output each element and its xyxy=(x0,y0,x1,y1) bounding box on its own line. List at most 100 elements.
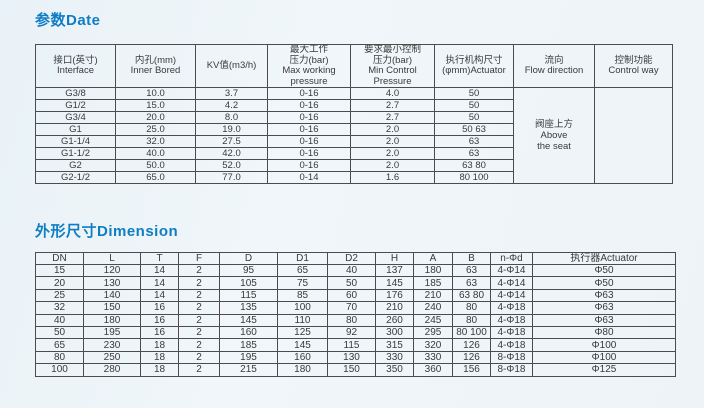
table-cell: 4-Φ14 xyxy=(490,276,533,290)
table-cell: 280 xyxy=(83,363,141,377)
table-cell: 85 xyxy=(277,288,328,303)
table-cell: 3.7 xyxy=(195,87,268,100)
table-cell: G2-1/2 xyxy=(35,171,116,184)
table-cell: 63 xyxy=(452,263,491,278)
table-cell: 2.7 xyxy=(350,111,435,124)
table-cell: 300 xyxy=(375,325,414,340)
table-cell: 77.0 xyxy=(195,171,268,184)
table-cell: 115 xyxy=(327,338,376,352)
table-cell: 180 xyxy=(83,313,141,327)
table-cell: 18 xyxy=(140,363,179,377)
table-cell: 25.0 xyxy=(115,123,196,136)
table-row: 100 280 18 2 215 180 150 350 360 156 8-Φ18 Φ125 xyxy=(35,363,676,377)
table-row: 25 140 14 2 115 85 60 176 210 63 80 4-Φ14 Φ63 xyxy=(35,288,676,303)
table-cell: 2 xyxy=(178,263,220,278)
table-cell: 156 xyxy=(452,363,491,377)
table-cell: 210 xyxy=(375,301,414,315)
table-cell: 2.7 xyxy=(350,99,435,112)
table-cell: Φ63 xyxy=(532,288,676,303)
table-cell: 80 xyxy=(452,301,491,315)
column-header: 控制功能 Control way xyxy=(594,44,673,88)
table-row: G1-1/2 40.0 42.0 0-16 2.0 63 xyxy=(35,147,673,160)
table-cell: 16 xyxy=(140,313,179,327)
table-row: 80 250 18 2 195 160 130 330 330 126 8-Φ18 Φ100 xyxy=(35,350,676,365)
table-cell: Φ63 xyxy=(532,313,676,327)
table-cell: 52.0 xyxy=(195,159,268,172)
table-cell: 80 100 xyxy=(452,325,491,340)
table-cell: 140 xyxy=(83,288,141,303)
table-cell: 2 xyxy=(178,338,220,352)
table-cell: 19.0 xyxy=(195,123,268,136)
table-row: 50 195 16 2 160 125 92 300 295 80 100 4-Φ18 Φ80 xyxy=(35,325,676,340)
table-cell: 4-Φ18 xyxy=(490,338,533,352)
table-cell: 92 xyxy=(327,325,376,340)
table-cell: 210 xyxy=(413,288,453,303)
table-cell: 80 100 xyxy=(434,171,514,184)
table-cell: 105 xyxy=(219,276,278,290)
table-cell: 180 xyxy=(413,263,453,278)
table-cell: 75 xyxy=(277,276,328,290)
table-cell: Φ125 xyxy=(532,363,676,377)
table-cell: 330 xyxy=(375,350,414,365)
table-cell: 130 xyxy=(83,276,141,290)
table-cell: 50.0 xyxy=(115,159,196,172)
table-cell: 4-Φ18 xyxy=(490,301,533,315)
table-cell: Φ50 xyxy=(532,263,676,278)
table-cell: 4-Φ14 xyxy=(490,288,533,303)
table-cell: 0-16 xyxy=(267,111,351,124)
table-cell: 50 xyxy=(327,276,376,290)
column-header: 执行机构尺寸 (φmm)Actuator xyxy=(434,44,514,88)
control-way-cell xyxy=(594,87,673,184)
table-cell: 100 xyxy=(277,301,328,315)
table-cell: G3/8 xyxy=(35,87,116,100)
column-header: T xyxy=(140,252,179,265)
table-cell: 16 xyxy=(140,325,179,340)
table-cell: 2.0 xyxy=(350,123,435,136)
table-cell: 70 xyxy=(327,301,376,315)
column-header: 流向 Flow direction xyxy=(513,44,595,88)
table-row: 65 230 18 2 185 145 115 315 320 126 4-Φ18 Φ100 xyxy=(35,338,676,352)
table-cell: 126 xyxy=(452,338,491,352)
table-cell: 137 xyxy=(375,263,414,278)
table-cell: Φ100 xyxy=(532,350,676,365)
table-cell: 16 xyxy=(140,301,179,315)
table-cell: 110 xyxy=(277,313,328,327)
table-cell: 0-16 xyxy=(267,123,351,136)
table-cell: 145 xyxy=(375,276,414,290)
table-cell: 4-Φ18 xyxy=(490,313,533,327)
table-cell: 4.0 xyxy=(350,87,435,100)
table-cell: 1.6 xyxy=(350,171,435,184)
table-cell: 185 xyxy=(219,338,278,352)
table-cell: 18 xyxy=(140,338,179,352)
column-header: 要求最小控制 压力(bar) Min Control Pressure xyxy=(350,44,435,88)
table-cell: 15.0 xyxy=(115,99,196,112)
column-header: F xyxy=(178,252,220,265)
table-row: G3/4 20.0 8.0 0-16 2.7 50 xyxy=(35,111,673,124)
table-cell: 0-16 xyxy=(267,99,351,112)
table-cell: 95 xyxy=(219,263,278,278)
table-cell: 145 xyxy=(277,338,328,352)
table-cell: 130 xyxy=(327,350,376,365)
column-header: KV值(m3/h) xyxy=(195,44,268,88)
table-cell: 4-Φ18 xyxy=(490,325,533,340)
table-cell: 40 xyxy=(35,313,84,327)
column-header: H xyxy=(375,252,414,265)
table-row: G3/8 10.0 3.7 0-16 4.0 50 阀座上方 Above the seat xyxy=(35,87,673,184)
table-row: 15 120 14 2 95 65 40 137 180 63 4-Φ14 Φ50 xyxy=(35,263,676,278)
table-cell: 14 xyxy=(140,276,179,290)
table-cell: 230 xyxy=(83,338,141,352)
table-cell: 4.2 xyxy=(195,99,268,112)
table-cell: 8-Φ18 xyxy=(490,350,533,365)
table-cell: 65 xyxy=(277,263,328,278)
table-cell: 80 xyxy=(452,313,491,327)
column-header: 接口(英寸) Interface xyxy=(35,44,116,88)
table-cell: 63 xyxy=(434,147,514,160)
table-cell: 360 xyxy=(413,363,453,377)
table-cell: 2 xyxy=(178,363,220,377)
dimension-section-title: 外形尺寸Dimension xyxy=(35,223,179,240)
table-cell: 2 xyxy=(178,288,220,303)
table-cell: G1 xyxy=(35,123,116,136)
table-cell: 50 xyxy=(434,87,514,100)
